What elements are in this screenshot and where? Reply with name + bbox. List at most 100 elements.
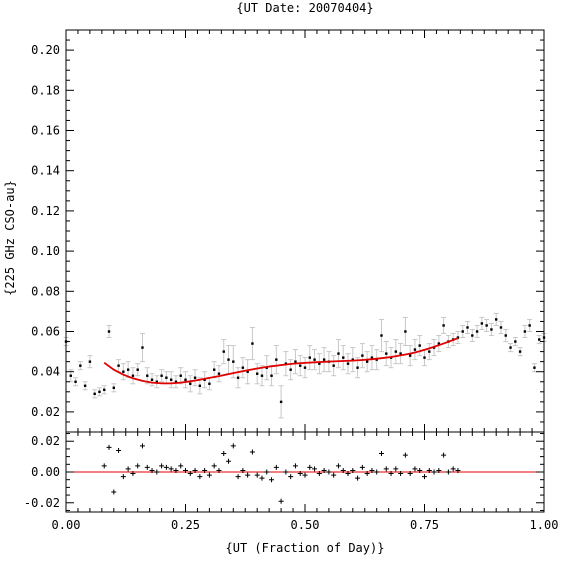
data-point: [423, 356, 426, 359]
data-point: [160, 374, 163, 377]
data-point: [471, 334, 474, 337]
y-axis-label: {225 GHz CSO-au}: [3, 180, 17, 296]
data-point: [394, 350, 398, 353]
residual-point: [245, 472, 251, 478]
data-point: [518, 350, 522, 353]
data-point: [351, 358, 354, 361]
data-point: [456, 336, 460, 339]
residual-point: [445, 469, 451, 475]
residual-point: [383, 466, 389, 472]
residual-point: [206, 472, 212, 478]
residual-point: [211, 463, 217, 469]
y-tick-label: 0.08: [31, 284, 60, 298]
data-point: [337, 352, 340, 355]
data-point: [361, 354, 364, 357]
residual-point: [144, 464, 150, 470]
data-point: [198, 384, 202, 387]
residual-point: [378, 451, 384, 457]
x-tick-label: 0.75: [410, 518, 439, 532]
data-point: [169, 378, 173, 381]
data-point: [461, 330, 464, 333]
data-point: [212, 368, 216, 371]
y-tick-label: 0.06: [31, 325, 60, 339]
residual-point: [192, 467, 198, 473]
data-point: [370, 356, 374, 359]
residual-point: [316, 471, 322, 477]
data-point: [437, 342, 441, 345]
data-point: [356, 366, 359, 369]
data-point: [256, 372, 259, 375]
residual-point: [273, 464, 279, 470]
data-point: [514, 340, 517, 343]
residual-point: [240, 467, 246, 473]
data-point: [260, 374, 264, 377]
data-point: [399, 352, 402, 355]
data-point: [485, 324, 488, 327]
main-plot-ticks: [65, 29, 545, 433]
data-point: [136, 368, 139, 371]
y-tick-label: 0.14: [31, 164, 60, 178]
residual-point: [163, 464, 169, 470]
residual-point: [202, 467, 208, 473]
x-tick-label: 0.00: [52, 518, 81, 532]
y-tick-label: 0.02: [31, 405, 60, 419]
residual-point: [221, 451, 227, 457]
data-point: [365, 360, 369, 363]
residual-point: [297, 471, 303, 477]
y-tick-label: 0.00: [31, 465, 60, 479]
data-point: [303, 366, 307, 369]
data-points: [64, 318, 546, 404]
data-point: [499, 326, 503, 329]
residual-point: [226, 458, 232, 464]
residual-point: [398, 471, 404, 477]
y-tick-label: 0.18: [31, 83, 60, 97]
data-point: [385, 352, 388, 355]
residual-point: [412, 466, 418, 472]
residual-point: [116, 447, 122, 453]
data-point: [241, 366, 245, 369]
data-point: [289, 368, 292, 371]
data-point: [332, 364, 335, 367]
data-point: [408, 354, 412, 357]
main-plot-tick-labels: 0.02 0.04 0.06 0.08 0.10 0.12 0.14 0.16 0.18 0.20: [31, 43, 60, 419]
residual-tick-labels: -0.02 0.00 0.02 0.00 0.25 0.50 0.75 1.00: [24, 434, 559, 532]
residual-point: [125, 466, 131, 472]
data-point: [538, 338, 541, 341]
data-point: [232, 360, 235, 363]
residual-point: [139, 443, 145, 449]
data-point: [98, 390, 101, 393]
residual-point: [111, 489, 117, 495]
residual-point: [417, 467, 423, 473]
data-point: [93, 392, 96, 396]
residual-point: [388, 471, 394, 477]
data-point: [528, 324, 531, 327]
residual-point: [345, 471, 351, 477]
residual-point: [183, 467, 188, 473]
residual-point: [321, 467, 327, 473]
residual-point: [120, 474, 126, 480]
residual-point: [249, 449, 255, 455]
y-tick-label: 0.04: [31, 365, 60, 379]
data-point: [150, 378, 154, 381]
residual-point: [168, 466, 174, 472]
data-point: [475, 330, 479, 333]
residual-point: [331, 472, 337, 478]
data-point: [380, 334, 383, 337]
residual-point: [106, 444, 112, 450]
residual-point: [302, 472, 308, 478]
main-plot-panel: 0.02 0.04 0.06 0.08 0.10 0.12 0.14 0.16 0.18 0.20: [31, 29, 547, 433]
residual-point: [154, 469, 160, 475]
residual-point: [197, 474, 203, 480]
data-point: [275, 358, 278, 361]
data-point: [308, 356, 311, 359]
data-point: [313, 358, 316, 361]
residual-point: [431, 469, 437, 475]
y-tick-label: 0.10: [31, 244, 60, 258]
residual-point: [441, 452, 447, 458]
data-point: [342, 356, 345, 359]
data-point: [533, 366, 536, 369]
residual-point: [455, 467, 461, 473]
data-point: [299, 364, 302, 367]
residual-point: [178, 463, 184, 469]
residual-point: [426, 467, 432, 473]
